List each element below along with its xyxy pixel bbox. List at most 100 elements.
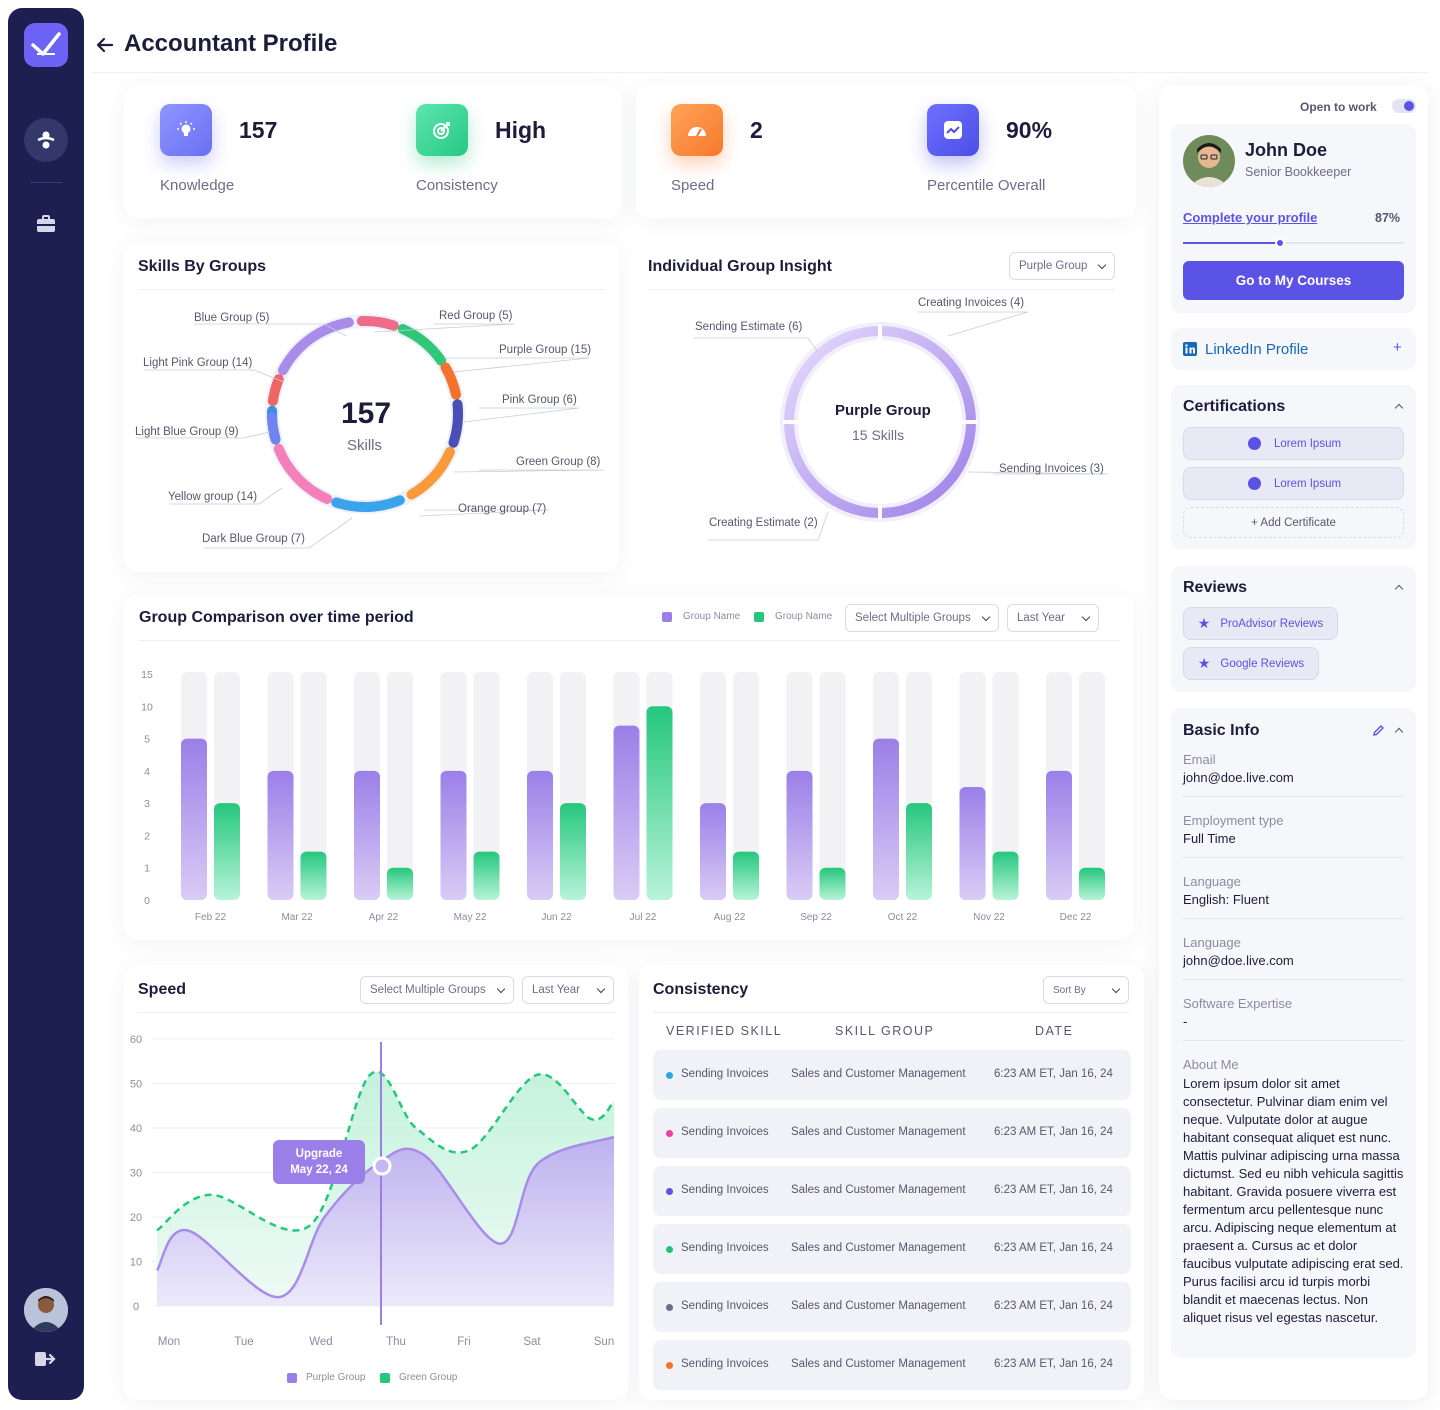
group-insight-title: Individual Group Insight (648, 258, 832, 275)
bar (300, 851, 327, 900)
x-tick-label: Jun 22 (541, 912, 571, 923)
email-value: john@doe.live.com (1183, 770, 1294, 785)
y-tick-label: 50 (130, 1079, 142, 1091)
open-to-work-label: Open to work (1300, 100, 1377, 114)
purple-group-area (157, 1136, 614, 1306)
group-cell: Sales and Customer Management (791, 1184, 966, 1196)
legend-swatch-green (754, 612, 764, 622)
table-row[interactable]: Sending Invoices Sales and Customer Manag… (653, 1224, 1131, 1274)
date-cell: 6:23 AM ET, Jan 16, 24 (994, 1242, 1113, 1254)
complete-profile-link[interactable]: Complete your profile (1183, 210, 1318, 225)
group-cell: Sales and Customer Management (791, 1068, 966, 1080)
x-tick-label: Sun (594, 1336, 614, 1348)
bar (700, 803, 726, 900)
bar (387, 867, 413, 900)
profile-nav-icon[interactable] (24, 118, 68, 162)
profile-progress-track (1183, 238, 1404, 248)
basic-info-card (1171, 708, 1416, 1358)
app-logo-icon[interactable] (24, 23, 68, 67)
linkedin-card[interactable] (1171, 328, 1416, 370)
table-row[interactable]: Sending Invoices Sales and Customer Manag… (653, 1166, 1131, 1216)
profile-progress-fill (1183, 242, 1280, 244)
group-select-dropdown[interactable]: Purple Group (1009, 252, 1115, 280)
about-label: About Me (1183, 1057, 1239, 1072)
skill-cell: Sending Invoices (681, 1068, 769, 1080)
x-tick-label: Tue (234, 1336, 253, 1348)
user-avatar[interactable] (24, 1288, 68, 1332)
employment-label: Employment type (1183, 813, 1284, 828)
back-arrow-icon[interactable] (95, 35, 115, 60)
legend-label: Group Name (683, 611, 741, 622)
open-to-work-toggle[interactable] (1392, 99, 1416, 113)
bar (181, 738, 207, 900)
date-cell: 6:23 AM ET, Jan 16, 24 (994, 1300, 1113, 1312)
bar-track (733, 672, 759, 900)
add-certificate-button[interactable]: + Add Certificate (1183, 507, 1404, 538)
comparison-groups-select[interactable]: Select Multiple Groups (845, 604, 999, 632)
status-dot (666, 1188, 673, 1195)
y-tick-label: 5 (144, 734, 150, 746)
badge-icon (1248, 437, 1261, 450)
bar (214, 803, 240, 900)
speed-groups-select[interactable]: Select Multiple Groups (360, 976, 514, 1004)
legend-swatch-purple (287, 1373, 297, 1383)
software-label: Software Expertise (1183, 996, 1293, 1011)
review-label: Google Reviews (1220, 657, 1305, 670)
certificate-item[interactable]: Lorem Ipsum (1183, 427, 1404, 460)
go-to-courses-button[interactable]: Go to My Courses (1183, 261, 1404, 300)
certificate-label: Lorem Ipsum (1273, 477, 1342, 490)
review-link[interactable]: ★ Google Reviews (1183, 647, 1319, 680)
y-tick-label: 10 (141, 701, 153, 713)
bar (959, 787, 986, 900)
donut-segment (356, 316, 399, 331)
table-row[interactable]: Sending Invoices Sales and Customer Manag… (653, 1108, 1131, 1158)
skills-total-label: Skills (347, 437, 383, 454)
certificate-item[interactable]: Lorem Ipsum (1183, 467, 1404, 500)
group-cell: Sales and Customer Management (791, 1358, 966, 1370)
language-value: john@doe.live.com (1183, 953, 1294, 968)
info-divider (1183, 857, 1404, 858)
donut-segment (397, 324, 447, 366)
date-cell: 6:23 AM ET, Jan 16, 24 (994, 1184, 1113, 1196)
donut-segment (331, 495, 405, 512)
consistency-label: Consistency (416, 177, 498, 194)
x-tick-label: Nov 22 (973, 912, 1005, 923)
skills-by-groups-title: Skills By Groups (138, 258, 267, 275)
bar (1046, 770, 1072, 900)
x-tick-label: Dec 22 (1060, 912, 1092, 923)
legend-swatch-purple (662, 612, 672, 622)
speed-period-select[interactable]: Last Year (522, 976, 614, 1004)
review-link[interactable]: ★ ProAdvisor Reviews (1183, 607, 1338, 640)
info-divider (1183, 796, 1404, 797)
bar (560, 803, 586, 900)
x-tick-label: Oct 22 (888, 912, 918, 923)
add-linkedin-plus-icon[interactable]: + (1393, 339, 1402, 356)
table-row[interactable]: Sending Invoices Sales and Customer Manag… (653, 1340, 1131, 1390)
donut-label: Light Pink Group (14) (143, 357, 253, 369)
logout-icon[interactable] (34, 1350, 56, 1373)
donut-segment (406, 446, 455, 500)
briefcase-nav-icon[interactable] (24, 202, 68, 246)
skill-cell: Sending Invoices (681, 1126, 769, 1138)
table-row[interactable]: Sending Invoices Sales and Customer Manag… (653, 1050, 1131, 1100)
x-tick-label: May 22 (454, 912, 487, 923)
bar (733, 851, 759, 900)
linkedin-label[interactable]: LinkedIn Profile (1205, 341, 1309, 358)
skills-donut-chart (136, 314, 605, 549)
table-row[interactable]: Sending Invoices Sales and Customer Manag… (653, 1282, 1131, 1332)
table-header: VERIFIED SKILL (666, 1024, 783, 1038)
badge-icon (1248, 477, 1261, 490)
donut-segment (267, 374, 284, 407)
bar (992, 851, 1019, 900)
speed-cursor-point (372, 1156, 392, 1176)
y-tick-label: 4 (144, 766, 150, 778)
date-cell: 6:23 AM ET, Jan 16, 24 (994, 1358, 1113, 1370)
comparison-period-select[interactable]: Last Year (1007, 604, 1099, 632)
bulb-icon (160, 104, 212, 156)
skill-cell: Sending Invoices (681, 1358, 769, 1370)
x-tick-label: Sep 22 (800, 912, 832, 923)
legend-swatch-green (380, 1373, 390, 1383)
edit-pencil-icon[interactable] (1372, 724, 1385, 742)
donut-label: Dark Blue Group (7) (202, 533, 305, 545)
consistency-sort-select[interactable]: Sort By (1043, 976, 1129, 1004)
